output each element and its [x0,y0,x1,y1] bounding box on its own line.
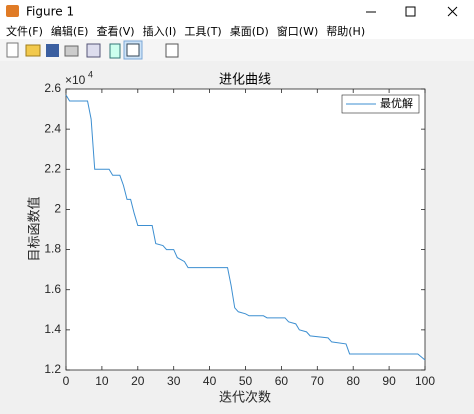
plot: 0 10 20 30 40 50 60 70 80 90 100 1.2 1.4 1.6 1.8 2 2.2 2.… [44,81,435,388]
y-tick-label: 1.6 [44,282,61,296]
new-icon[interactable] [6,42,19,58]
menu-item[interactable]: 工具(T) [184,25,221,38]
menu-item[interactable]: 帮助(H) [326,24,365,38]
x-tick-label: 20 [131,374,145,388]
menu-bar [0,23,474,39]
x-tick-label: 90 [382,374,396,388]
window-title: Figure 1 [26,5,74,19]
menu-items: 文件(F) 编辑(E) 查看(V) 插入(I) 工具(T) 桌面(D) 窗口(W) 帮助(H) [6,24,365,38]
legend-label: 最优解 [380,96,413,110]
x-tick-label: 60 [275,374,289,388]
legend [341,94,420,114]
y-tick-label: 1.4 [44,322,61,336]
x-tick-label: 100 [415,374,435,388]
x-tick-label: 30 [167,374,181,388]
y-tick-label: 1.2 [44,362,61,376]
print-icon[interactable] [64,45,79,57]
y-tick-label: 2 [54,202,61,216]
menu-item[interactable]: 编辑(E) [51,24,89,38]
menu-item[interactable]: 文件(F) [6,24,43,38]
menu-item[interactable]: 桌面(D) [230,25,269,38]
legend-icon[interactable] [126,43,140,57]
x-tick-label: 50 [239,374,253,388]
y-exponent: 4 [88,69,93,79]
link-icon[interactable] [86,43,101,58]
x-tick-label: 0 [63,374,70,388]
y-tick-label: 2.6 [44,81,61,95]
data-line [65,94,426,361]
axes [65,88,426,371]
chart-title: 进化曲线 [219,73,271,88]
title-bar [0,0,474,23]
x-tick-label: 40 [203,374,217,388]
plottools-icon[interactable] [165,43,179,58]
x-tick-label: 10 [95,374,109,388]
y-exponent-base: ×10 [65,73,86,87]
maximize-button[interactable] [405,6,416,17]
save-icon[interactable] [46,44,59,57]
x-tick-label: 80 [347,374,361,388]
y-axis-label: 目标函数值 [27,196,43,261]
close-button[interactable] [447,6,458,17]
y-tick-label: 1.8 [44,242,61,256]
menu-item[interactable]: 插入(I) [143,24,177,38]
toolbar-icons [6,40,179,60]
app-icon [6,5,19,17]
colorbar-icon[interactable] [109,43,121,59]
open-icon[interactable] [25,44,41,57]
y-tick-label: 2.2 [44,161,61,175]
menu-item[interactable]: 窗口(W) [277,24,318,38]
x-tick-label: 70 [311,374,325,388]
menu-item[interactable]: 查看(V) [96,24,134,38]
y-tick-label: 2.4 [44,121,61,135]
x-axis-label: 迭代次数 [219,390,271,406]
